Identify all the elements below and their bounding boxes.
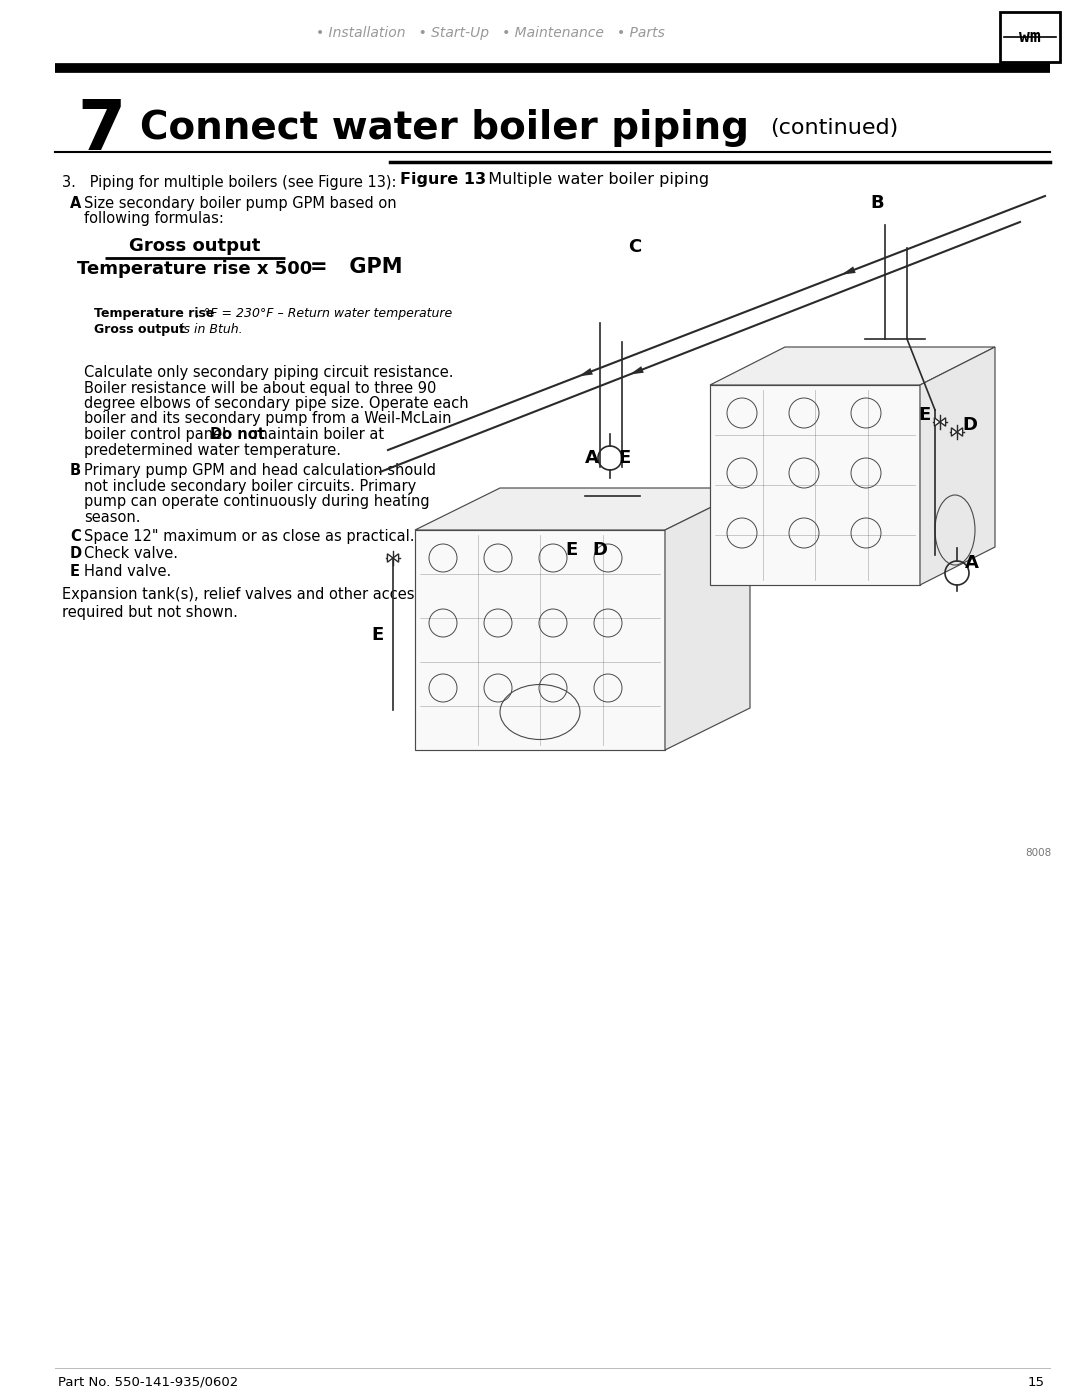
Text: Temperature rise: Temperature rise [94,307,214,320]
Text: Size secondary boiler pump GPM based on: Size secondary boiler pump GPM based on [84,196,396,211]
Text: Temperature rise x 500: Temperature rise x 500 [78,260,312,278]
Text: Figure 13: Figure 13 [400,172,486,187]
Text: Gross output: Gross output [94,323,185,337]
Polygon shape [841,267,855,275]
Text: E: E [70,564,80,578]
Text: =   GPM: = GPM [310,257,403,277]
Text: 7: 7 [78,96,126,163]
Text: D: D [962,416,977,434]
Text: E: E [372,626,383,644]
Text: Calculate only secondary piping circuit resistance.: Calculate only secondary piping circuit … [84,365,454,380]
Text: Part No. 550-141-935/0602: Part No. 550-141-935/0602 [58,1376,239,1389]
Text: Hand valve.: Hand valve. [84,564,172,578]
Text: following formulas:: following formulas: [84,211,224,226]
Polygon shape [415,488,750,529]
Text: boiler control panel.: boiler control panel. [84,427,235,441]
Text: Check valve.: Check valve. [84,546,178,562]
Text: B: B [870,194,883,212]
Text: 8008: 8008 [1026,848,1052,858]
Text: not include secondary boiler circuits. Primary: not include secondary boiler circuits. P… [84,479,416,493]
Text: Space 12" maximum or as close as practical.: Space 12" maximum or as close as practic… [84,529,415,543]
Text: Connect water boiler piping: Connect water boiler piping [140,109,750,147]
Bar [1000,13,1059,61]
Polygon shape [415,529,665,750]
Polygon shape [934,418,940,426]
Polygon shape [951,427,957,436]
Text: Boiler resistance will be about equal to three 90: Boiler resistance will be about equal to… [84,380,436,395]
Text: A: A [585,448,599,467]
Text: degree elbows of secondary pipe size. Operate each: degree elbows of secondary pipe size. Op… [84,395,469,411]
Polygon shape [940,418,946,426]
Text: (continued): (continued) [770,117,899,138]
Text: A: A [966,555,978,571]
Text: C: C [627,237,642,256]
Text: maintain boiler at: maintain boiler at [249,427,384,441]
Text: 3.   Piping for multiple boilers (see Figure 13):: 3. Piping for multiple boilers (see Figu… [62,175,396,190]
Text: 15: 15 [1028,1376,1045,1389]
Text: Do not: Do not [210,427,265,441]
Polygon shape [630,366,644,374]
Text: Expansion tank(s), relief valves and other accessories are
required but not show: Expansion tank(s), relief valves and oth… [62,588,486,620]
Polygon shape [665,488,750,750]
Text: A: A [70,196,81,211]
Text: , °F = 230°F – Return water temperature: , °F = 230°F – Return water temperature [195,307,453,320]
Text: B: B [70,462,81,478]
Polygon shape [710,386,920,585]
Polygon shape [393,553,399,562]
Polygon shape [957,427,962,436]
Text: predetermined water temperature.: predetermined water temperature. [84,443,341,457]
Text: D: D [592,541,607,559]
Polygon shape [579,367,593,376]
Text: D: D [70,546,82,562]
Text: C: C [70,529,81,543]
Text: E: E [618,448,631,467]
Polygon shape [920,346,995,585]
Text: boiler and its secondary pump from a Weil-McLain: boiler and its secondary pump from a Wei… [84,412,451,426]
Text: E: E [565,541,577,559]
Text: wm: wm [1020,28,1041,46]
Text: pump can operate continuously during heating: pump can operate continuously during hea… [84,495,430,509]
Text: • Installation   • Start-Up   • Maintenance   • Parts: • Installation • Start-Up • Maintenance … [315,27,664,41]
Text: E: E [918,407,930,425]
Text: Primary pump GPM and head calculation should: Primary pump GPM and head calculation sh… [84,462,436,478]
Polygon shape [388,553,393,562]
Text: season.: season. [84,510,140,524]
Text: is in Btuh.: is in Btuh. [176,323,243,337]
Text: Multiple water boiler piping: Multiple water boiler piping [478,172,710,187]
Text: Gross output: Gross output [130,237,260,256]
Polygon shape [710,346,995,386]
